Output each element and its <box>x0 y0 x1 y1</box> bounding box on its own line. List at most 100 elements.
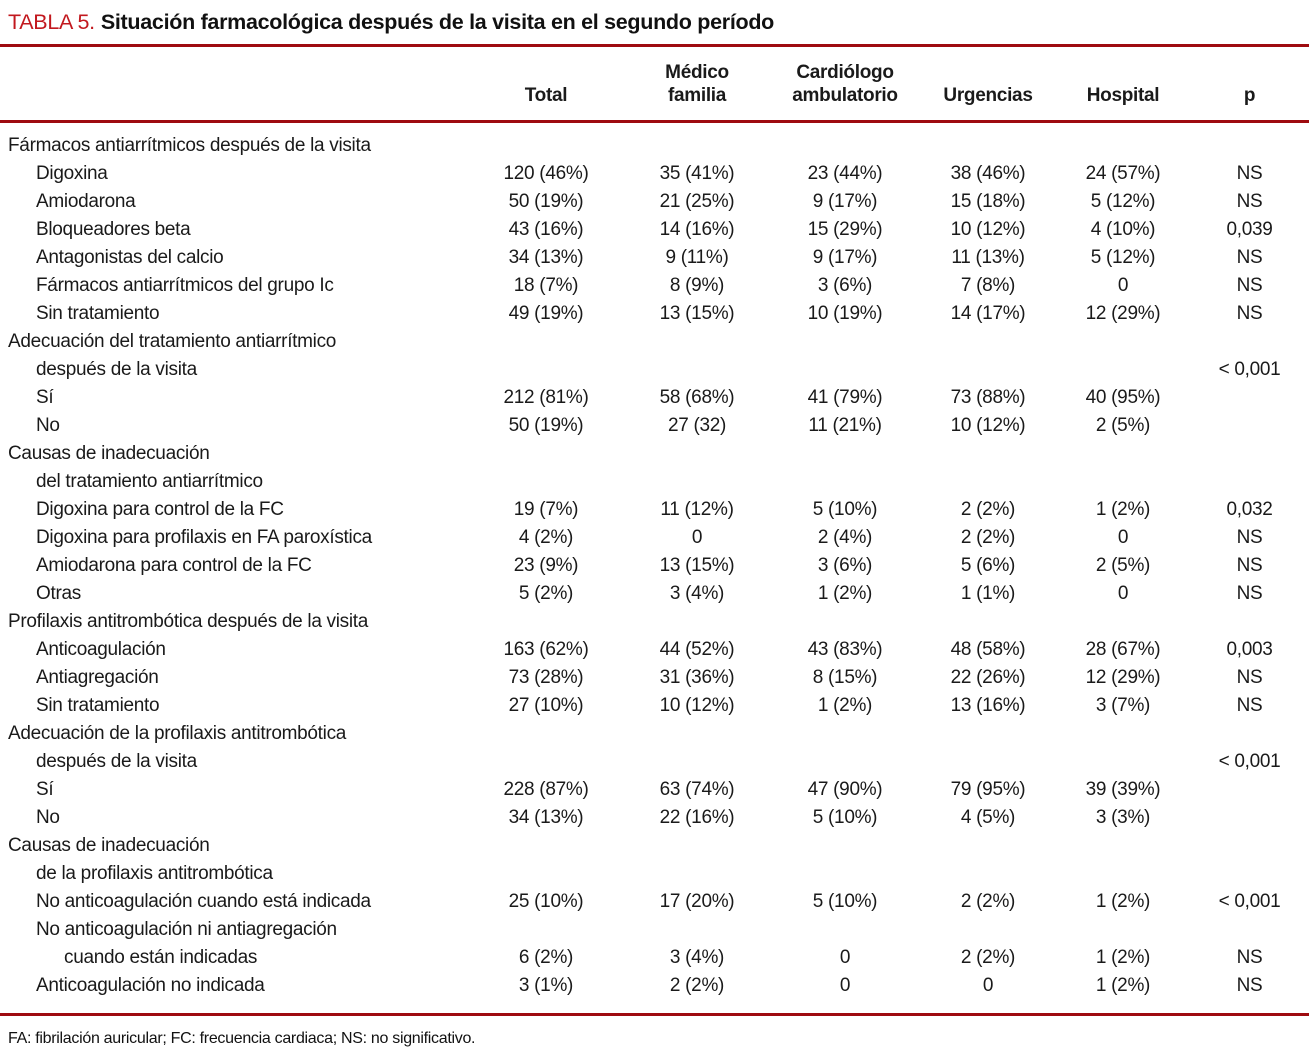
cell: 13 (15%) <box>659 303 735 324</box>
row-label: Causas de inadecuación <box>8 443 210 464</box>
table-footnote: FA: fibrilación auricular; FC: frecuenci… <box>8 1030 476 1047</box>
cell: 28 (67%) <box>1085 639 1161 660</box>
table-row: Fármacos antiarrítmicos después de la vi… <box>0 122 1309 161</box>
cell: 21 (25%) <box>659 191 735 212</box>
cell: 3 (6%) <box>817 555 873 576</box>
cell: 2 (2%) <box>669 975 725 996</box>
cell: 3 (6%) <box>817 275 873 296</box>
cell: 2 (2%) <box>960 947 1016 968</box>
cell <box>920 720 1056 748</box>
cell <box>770 832 920 860</box>
cell <box>770 328 920 356</box>
cell: 4 (5%) <box>960 807 1016 828</box>
cell <box>1056 356 1190 384</box>
cell: 17 (20%) <box>659 891 735 912</box>
cell: 0 <box>839 947 851 968</box>
cell: 5 (6%) <box>960 555 1016 576</box>
cell <box>468 468 624 496</box>
cell: < 0,001 <box>1218 359 1281 380</box>
row-label: Adecuación de la profilaxis antitrombóti… <box>8 723 347 744</box>
cell <box>468 440 624 468</box>
row-label: Digoxina para control de la FC <box>36 499 284 520</box>
cell: < 0,001 <box>1218 751 1281 772</box>
cell: 5 (10%) <box>812 807 878 828</box>
cell: NS <box>1236 527 1263 548</box>
cell: 6 (2%) <box>518 947 574 968</box>
cell: NS <box>1236 555 1263 576</box>
cell <box>1056 468 1190 496</box>
cell: 5 (10%) <box>812 891 878 912</box>
row-label: cuando están indicadas <box>64 947 258 968</box>
cell: 0 <box>982 975 994 996</box>
row-label: Anticoagulación no indicada <box>36 975 265 996</box>
cell <box>770 356 920 384</box>
table-row: Digoxina para profilaxis en FA paroxísti… <box>0 524 1309 552</box>
cell <box>920 356 1056 384</box>
column-header-hospital: Hospital <box>1056 47 1190 123</box>
cell: 8 (9%) <box>669 275 725 296</box>
table-row: Antiagregación 73 (28%) 31 (36%) 8 (15%) 22 … <box>0 664 1309 692</box>
cell: 4 (2%) <box>518 527 574 548</box>
cell: 14 (16%) <box>659 219 735 240</box>
table-row: de la profilaxis antitrombótica <box>0 860 1309 888</box>
table-row: Amiodarona 50 (19%) 21 (25%) 9 (17%) 15 (18%… <box>0 188 1309 216</box>
cell: 12 (29%) <box>1085 667 1161 688</box>
cell: 12 (29%) <box>1085 303 1161 324</box>
cell <box>468 832 624 860</box>
cell: 50 (19%) <box>508 415 584 436</box>
table-row: Bloqueadores beta 43 (16%) 14 (16%) 15 (29%… <box>0 216 1309 244</box>
cell <box>1190 860 1309 888</box>
cell: 9 (17%) <box>812 191 878 212</box>
cell: 0,039 <box>1226 219 1273 240</box>
cell: NS <box>1236 695 1263 716</box>
row-label: Bloqueadores beta <box>36 219 191 240</box>
cell: 24 (57%) <box>1085 163 1161 184</box>
cell: 7 (8%) <box>960 275 1016 296</box>
cell <box>1190 720 1309 748</box>
cell <box>770 122 920 161</box>
table-row: después de la visita < 0,001 <box>0 748 1309 776</box>
column-header-medico-familia: Médico familia <box>624 47 770 123</box>
cell <box>1190 776 1309 804</box>
cell <box>920 832 1056 860</box>
cell: 1 (2%) <box>817 583 873 604</box>
cell: 3 (4%) <box>669 947 725 968</box>
cell: 14 (17%) <box>950 303 1026 324</box>
cell <box>624 328 770 356</box>
cell: 47 (90%) <box>807 779 883 800</box>
cell: 50 (19%) <box>508 191 584 212</box>
cell: 44 (52%) <box>659 639 735 660</box>
cell: 120 (46%) <box>503 163 589 184</box>
cell: NS <box>1236 303 1263 324</box>
cell <box>468 748 624 776</box>
cell <box>770 608 920 636</box>
cell: 18 (7%) <box>513 275 579 296</box>
cell <box>1190 328 1309 356</box>
table-row: Sin tratamiento 27 (10%) 10 (12%) 1 (2%) 13 … <box>0 692 1309 720</box>
cell: NS <box>1236 191 1263 212</box>
table-row: Fármacos antiarrítmicos del grupo Ic 18 (… <box>0 272 1309 300</box>
cell: 5 (2%) <box>518 583 574 604</box>
table-row: Anticoagulación 163 (62%) 44 (52%) 43 (83%)… <box>0 636 1309 664</box>
cell: 73 (28%) <box>508 667 584 688</box>
row-label: Otras <box>36 583 81 604</box>
cell <box>624 748 770 776</box>
cell <box>624 916 770 944</box>
cell: 3 (4%) <box>669 583 725 604</box>
cell <box>624 608 770 636</box>
cell: 163 (62%) <box>503 639 589 660</box>
cell: 19 (7%) <box>513 499 579 520</box>
cell <box>1056 328 1190 356</box>
table-title-text: Situación farmacológica después de la vi… <box>100 10 774 34</box>
cell: 63 (74%) <box>659 779 735 800</box>
cell: 5 (12%) <box>1090 247 1156 268</box>
cell <box>1056 860 1190 888</box>
cell: 15 (29%) <box>807 219 883 240</box>
cell: 0,003 <box>1226 639 1273 660</box>
row-label: Sí <box>36 387 54 408</box>
row-label: Fármacos antiarrítmicos después de la vi… <box>8 135 371 156</box>
cell <box>920 916 1056 944</box>
table-row: Digoxina para control de la FC 19 (7%) 11 … <box>0 496 1309 524</box>
cell <box>770 748 920 776</box>
